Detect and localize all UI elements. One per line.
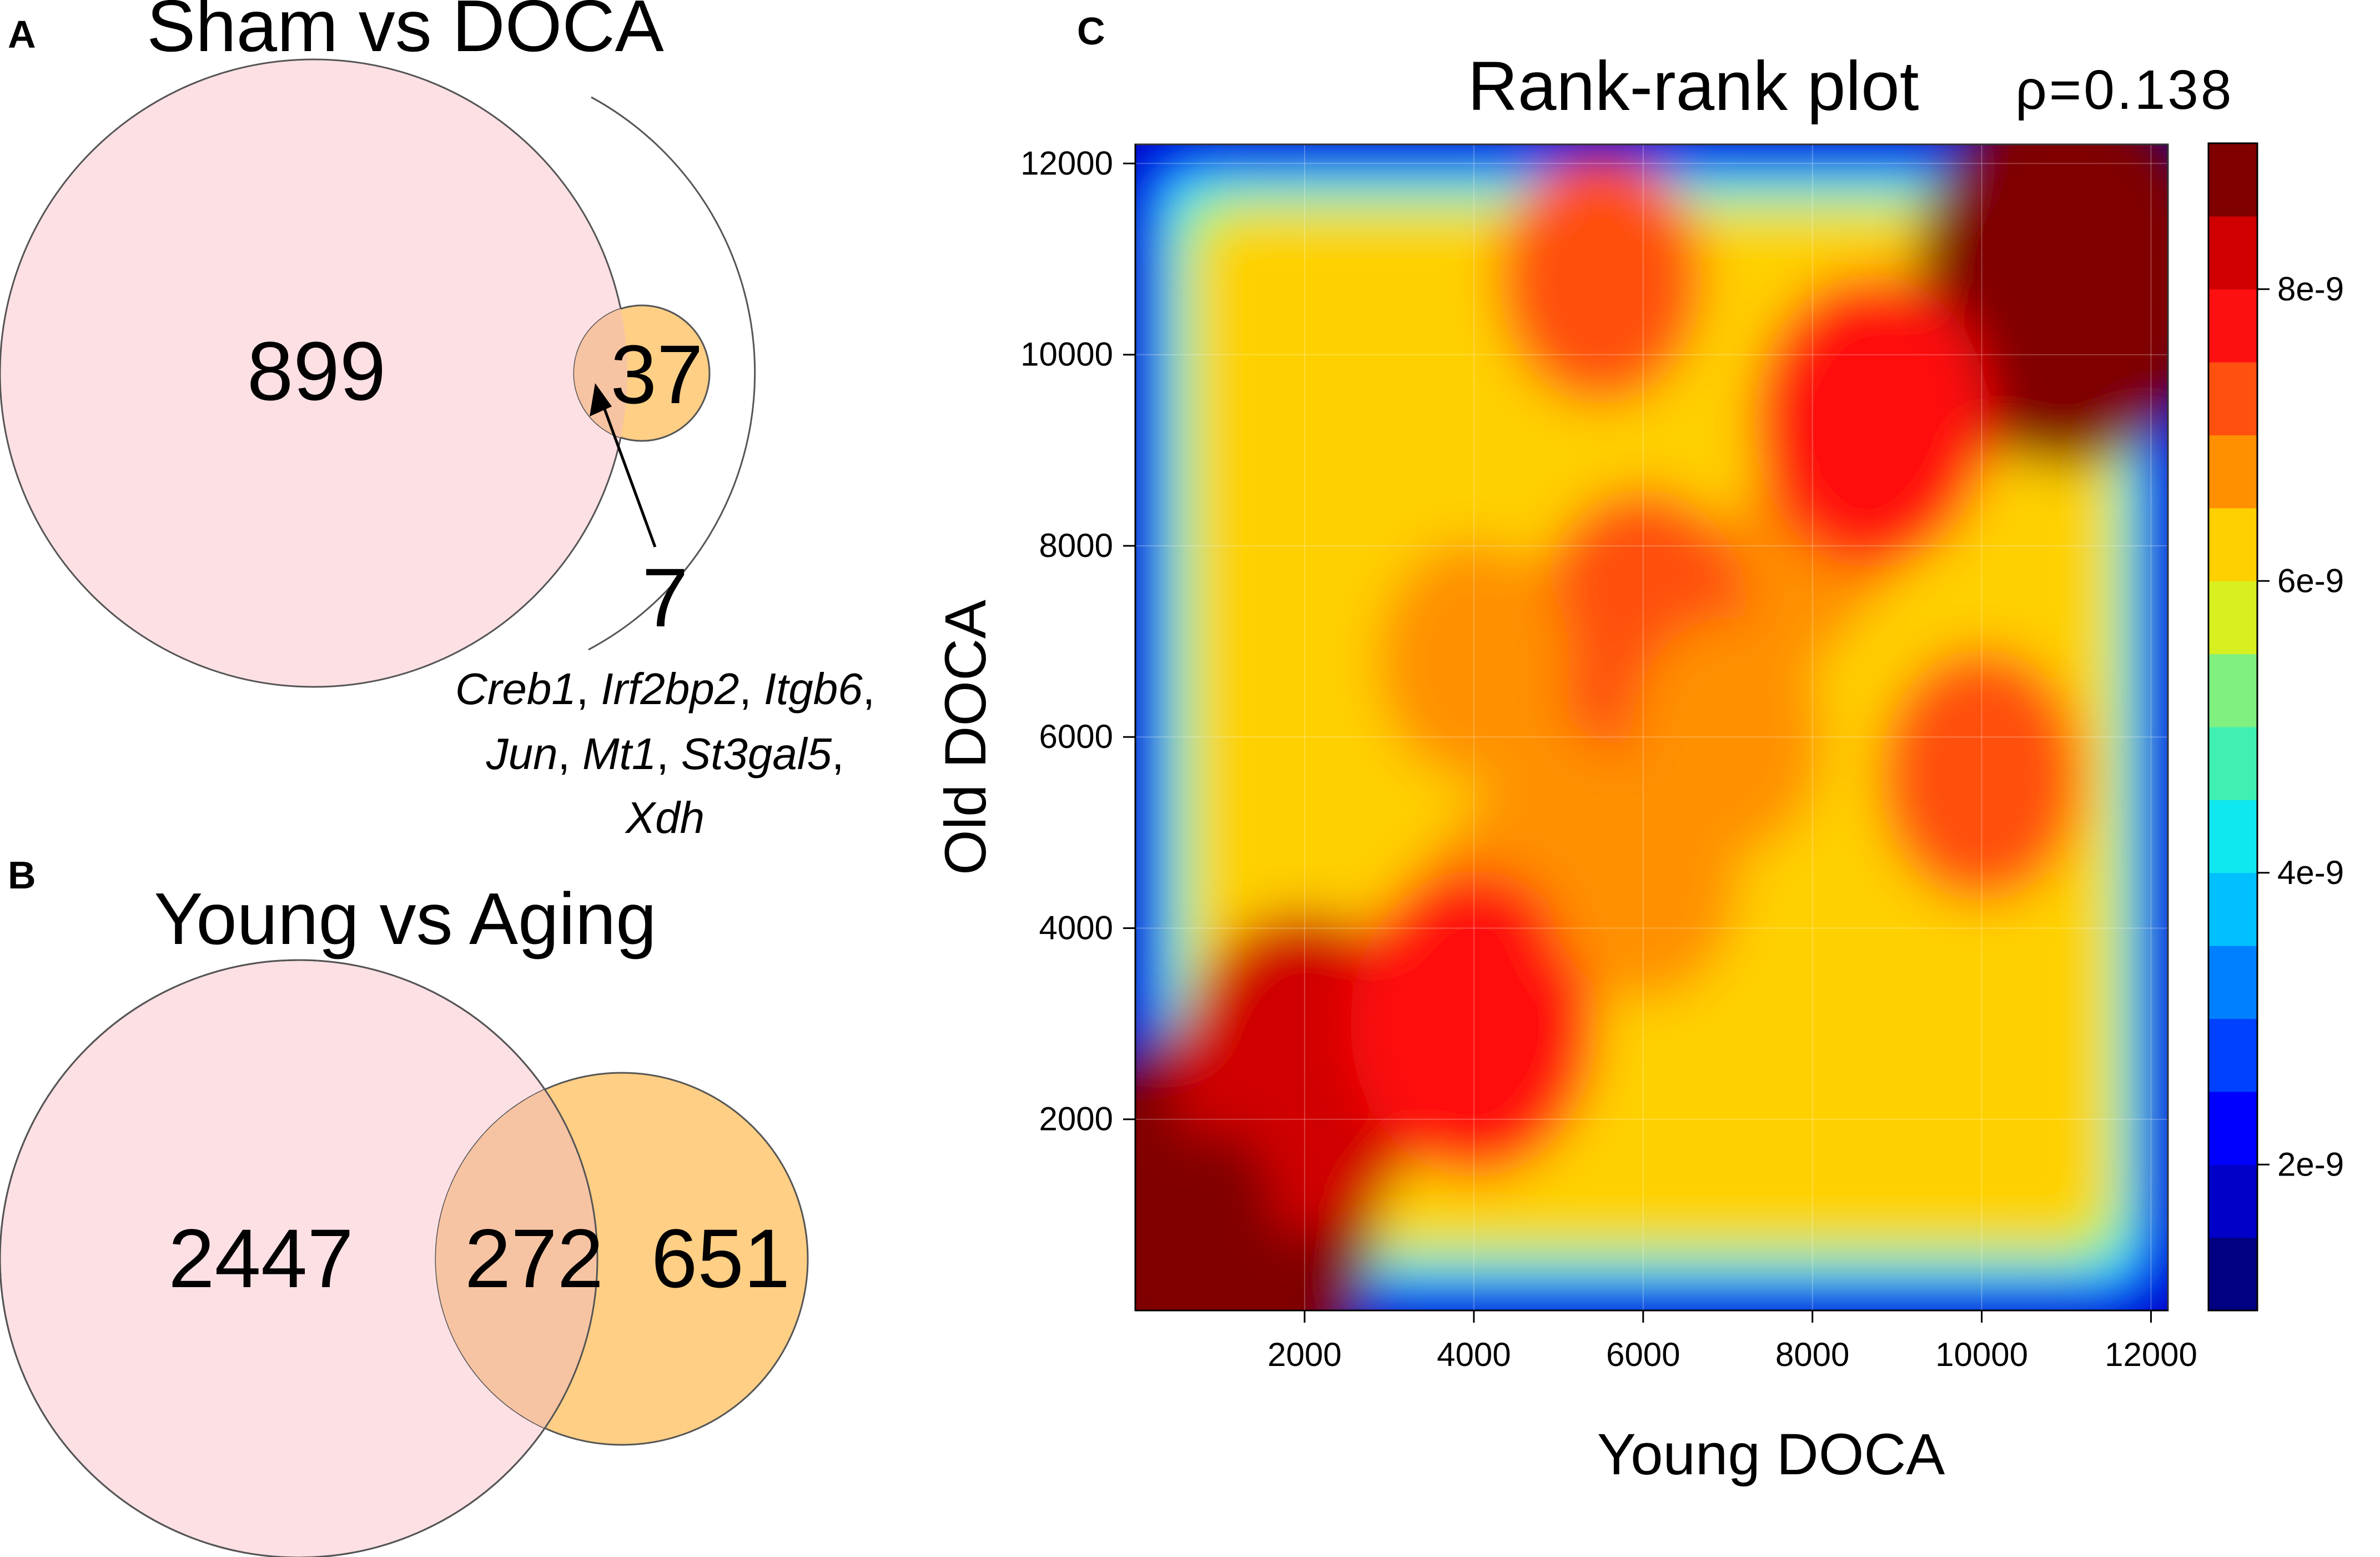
venn-b-left-count: 2447	[168, 1212, 354, 1305]
x-tick-label: 8000	[1775, 1336, 1849, 1373]
colorbar-swatch	[2208, 946, 2257, 1019]
colorbar-swatch	[2208, 143, 2257, 217]
panel-c-label: C	[1077, 9, 1105, 53]
density-peak	[1377, 541, 1570, 780]
colorbar-tick-label: 6e-9	[2277, 562, 2344, 599]
heatmap	[1134, 143, 2169, 1312]
x-axis-label: Young DOCA	[1597, 1422, 1945, 1487]
panel-a-label: A	[8, 13, 36, 56]
colorbar-swatch	[2208, 216, 2257, 290]
density-peak	[1753, 275, 1990, 569]
x-tick-label: 4000	[1437, 1336, 1511, 1373]
gene-name: Jun	[486, 729, 558, 778]
colorbar-swatch	[2208, 654, 2257, 727]
gene-list-line-3: Xdh	[625, 793, 705, 842]
colorbar-tick-label: 2e-9	[2277, 1146, 2344, 1183]
gene-separator: ,	[656, 729, 681, 778]
colorbar-tick-label: 8e-9	[2277, 270, 2344, 308]
gene-name: Xdh	[625, 793, 705, 842]
density-peak	[1350, 870, 1598, 1178]
gene-separator: ,	[739, 664, 763, 714]
gene-list-line-2: Jun, Mt1, St3gal5,	[486, 729, 844, 778]
colorbar-swatch	[2208, 581, 2257, 655]
x-tick-label: 10000	[1935, 1336, 2028, 1373]
density-peak	[1880, 649, 2084, 902]
venn-a-left-count: 899	[247, 324, 386, 418]
y-axis: 2000 4000 6000 8000 10000 12000	[1020, 144, 1136, 1310]
gene-name: St3gal5	[681, 729, 832, 778]
venn-b-overlap-count: 272	[465, 1212, 603, 1305]
colorbar-swatch	[2208, 289, 2257, 363]
plot-title: Rank-rank plot	[1468, 48, 1919, 125]
panel-a: A Sham vs DOCA 899 37 7 Creb1, Irf2bp2, …	[0, 0, 875, 842]
venn-a-overlap-count: 7	[642, 551, 688, 644]
panel-b-label: B	[8, 853, 36, 897]
density-core	[1165, 1128, 1275, 1301]
gene-list-line-1: Creb1, Irf2bp2, Itgb6,	[455, 664, 875, 714]
gene-separator: ,	[863, 664, 875, 714]
colorbar-swatch	[2208, 1164, 2257, 1238]
y-axis-label: Old DOCA	[933, 600, 998, 875]
colorbar-swatch	[2208, 1237, 2257, 1311]
density-peak	[1499, 152, 1703, 405]
y-tick-label: 10000	[1020, 336, 1113, 373]
colorbar-swatch	[2208, 508, 2257, 581]
gene-name: Irf2bp2	[601, 664, 739, 714]
density-peak	[1632, 617, 1824, 857]
x-tick-label: 12000	[2105, 1336, 2197, 1373]
venn-b-title: Young vs Aging	[154, 878, 656, 960]
colorbar-swatch	[2208, 872, 2257, 946]
colorbar-swatch	[2208, 362, 2257, 435]
x-tick-label: 2000	[1267, 1336, 1341, 1373]
y-tick-label: 12000	[1020, 144, 1113, 182]
colorbar-tick-label: 4e-9	[2277, 854, 2344, 891]
overlap-arrow-head	[590, 383, 612, 416]
rho-annotation: ρ=0.138	[2015, 59, 2234, 121]
gene-separator: ,	[576, 664, 601, 714]
colorbar-swatch	[2208, 435, 2257, 509]
venn-b-right-count: 651	[651, 1212, 790, 1305]
y-tick-label: 2000	[1039, 1101, 1113, 1138]
y-tick-label: 4000	[1039, 909, 1113, 946]
y-tick-label: 8000	[1039, 527, 1113, 564]
colorbar-swatch	[2208, 800, 2257, 873]
y-tick-label: 6000	[1039, 718, 1113, 755]
panel-b: B Young vs Aging 2447 272 651	[0, 853, 809, 1557]
gene-name: Mt1	[582, 729, 656, 778]
gene-separator: ,	[832, 729, 844, 778]
overlap-arrow	[598, 395, 657, 548]
colorbar: 2e-9 4e-9 6e-9 8e-9	[2207, 142, 2344, 1312]
venn-b-overlap-region	[436, 1073, 597, 1445]
density-core	[2011, 192, 2122, 364]
colorbar-swatch	[2208, 1091, 2257, 1165]
x-tick-label: 6000	[1606, 1336, 1680, 1373]
venn-a-right-count: 37	[611, 328, 703, 421]
colorbar-swatch	[2208, 1018, 2257, 1092]
colorbar-swatch	[2208, 727, 2257, 800]
x-axis: 2000 4000 6000 8000 10000 12000	[1135, 1309, 2197, 1373]
panel-c: C Rank-rank plot ρ=0.138 2000 4000 6000 800…	[933, 9, 2344, 1487]
venn-a-title: Sham vs DOCA	[147, 0, 664, 67]
gene-name: Creb1	[455, 664, 576, 714]
gene-separator: ,	[558, 729, 582, 778]
gene-name: Itgb6	[764, 664, 863, 714]
